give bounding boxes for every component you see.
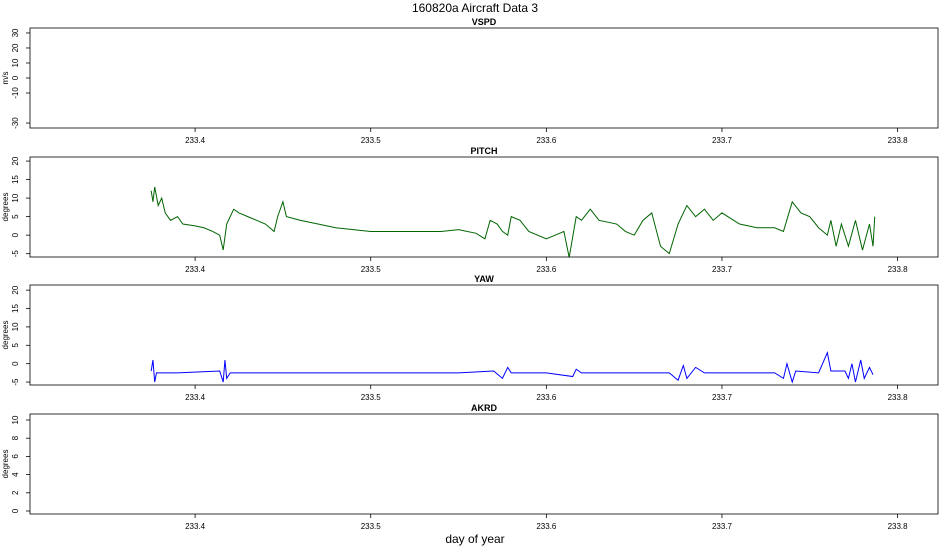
y-tick-label: 6 bbox=[11, 454, 20, 459]
x-tick-label: 233.6 bbox=[536, 393, 557, 402]
page-title: 160820a Aircraft Data 3 bbox=[412, 1, 538, 15]
x-tick-label: 233.4 bbox=[185, 136, 206, 145]
y-tick-label: 10 bbox=[11, 415, 20, 424]
y-tick-label: 20 bbox=[11, 156, 20, 165]
x-tick-label: 233.8 bbox=[888, 522, 909, 531]
y-tick-label: 0 bbox=[11, 361, 20, 366]
x-tick-label: 233.5 bbox=[361, 265, 382, 274]
x-tick-label: 233.5 bbox=[361, 136, 382, 145]
y-tick-label: 4 bbox=[11, 472, 20, 477]
y-tick-label: -5 bbox=[11, 378, 20, 386]
x-tick-label: 233.5 bbox=[361, 522, 382, 531]
y-tick-label: 15 bbox=[11, 175, 20, 184]
x-tick-label: 233.7 bbox=[712, 393, 733, 402]
y-tick-label: 20 bbox=[11, 43, 20, 52]
x-tick-label: 233.6 bbox=[536, 522, 557, 531]
plot-frame bbox=[29, 27, 939, 129]
x-tick-label: 233.8 bbox=[888, 136, 909, 145]
plot-frame bbox=[29, 413, 939, 515]
x-tick-label: 233.6 bbox=[536, 265, 557, 274]
y-tick-label: 0 bbox=[11, 508, 20, 513]
x-tick-label: 233.6 bbox=[536, 136, 557, 145]
panel-title: AKRD bbox=[471, 403, 497, 413]
y-tick-label: 20 bbox=[11, 285, 20, 294]
y-axis-label: degrees bbox=[1, 321, 10, 350]
x-tick-label: 233.8 bbox=[888, 265, 909, 274]
y-tick-label: 10 bbox=[11, 322, 20, 331]
x-tick-label: 233.8 bbox=[888, 393, 909, 402]
panel-title: PITCH bbox=[471, 146, 498, 156]
y-axis-label: degrees bbox=[1, 450, 10, 479]
data-line bbox=[150, 350, 874, 384]
y-tick-label: 8 bbox=[11, 435, 20, 440]
y-tick-label: -5 bbox=[11, 250, 20, 258]
panel-title: YAW bbox=[474, 274, 494, 284]
y-tick-label: 5 bbox=[11, 343, 20, 348]
panel-title: VSPD bbox=[472, 17, 497, 27]
x-tick-label: 233.4 bbox=[185, 522, 206, 531]
y-tick-label: 30 bbox=[11, 28, 20, 37]
y-tick-label: 5 bbox=[11, 214, 20, 219]
y-tick-label: 10 bbox=[11, 193, 20, 202]
y-tick-label: -10 bbox=[11, 87, 20, 99]
y-tick-label: 2 bbox=[11, 490, 20, 495]
y-axis-label: m/s bbox=[1, 72, 10, 85]
x-axis-label: day of year bbox=[445, 532, 504, 546]
x-tick-label: 233.4 bbox=[185, 265, 206, 274]
y-tick-label: 10 bbox=[11, 58, 20, 67]
x-tick-label: 233.4 bbox=[185, 393, 206, 402]
x-tick-label: 233.7 bbox=[712, 265, 733, 274]
x-tick-label: 233.5 bbox=[361, 393, 382, 402]
plot-frame bbox=[29, 156, 939, 258]
x-tick-label: 233.7 bbox=[712, 522, 733, 531]
plot-frame bbox=[29, 284, 939, 386]
x-tick-label: 233.7 bbox=[712, 136, 733, 145]
y-tick-label: 0 bbox=[11, 75, 20, 80]
data-line bbox=[150, 186, 876, 258]
y-tick-label: 0 bbox=[11, 232, 20, 237]
y-tick-label: -30 bbox=[11, 117, 20, 129]
y-axis-label: degrees bbox=[1, 193, 10, 222]
y-tick-label: 15 bbox=[11, 304, 20, 313]
